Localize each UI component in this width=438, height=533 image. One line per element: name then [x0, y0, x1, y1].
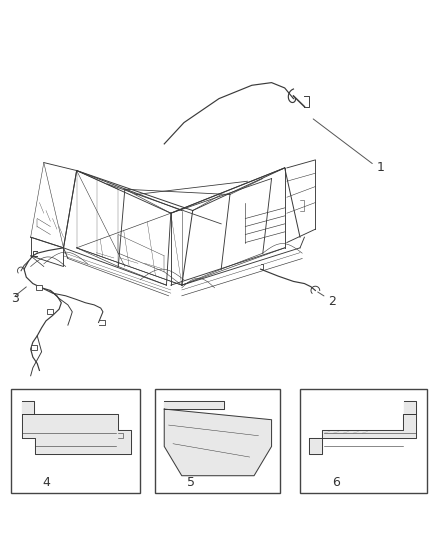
Text: 6: 6: [332, 477, 340, 489]
Polygon shape: [22, 415, 131, 454]
Text: 4: 4: [42, 477, 50, 489]
Bar: [300, 389, 427, 493]
Polygon shape: [22, 401, 34, 415]
Text: 1: 1: [377, 161, 385, 174]
Bar: [47, 309, 53, 314]
Bar: [155, 389, 280, 493]
Bar: [11, 389, 140, 493]
Polygon shape: [164, 401, 224, 409]
Polygon shape: [404, 401, 416, 415]
Text: 5: 5: [187, 477, 195, 489]
Text: 3: 3: [11, 292, 19, 305]
Text: 2: 2: [328, 295, 336, 308]
Bar: [36, 285, 42, 290]
Bar: [31, 345, 37, 350]
Polygon shape: [164, 409, 272, 476]
Polygon shape: [309, 415, 416, 454]
